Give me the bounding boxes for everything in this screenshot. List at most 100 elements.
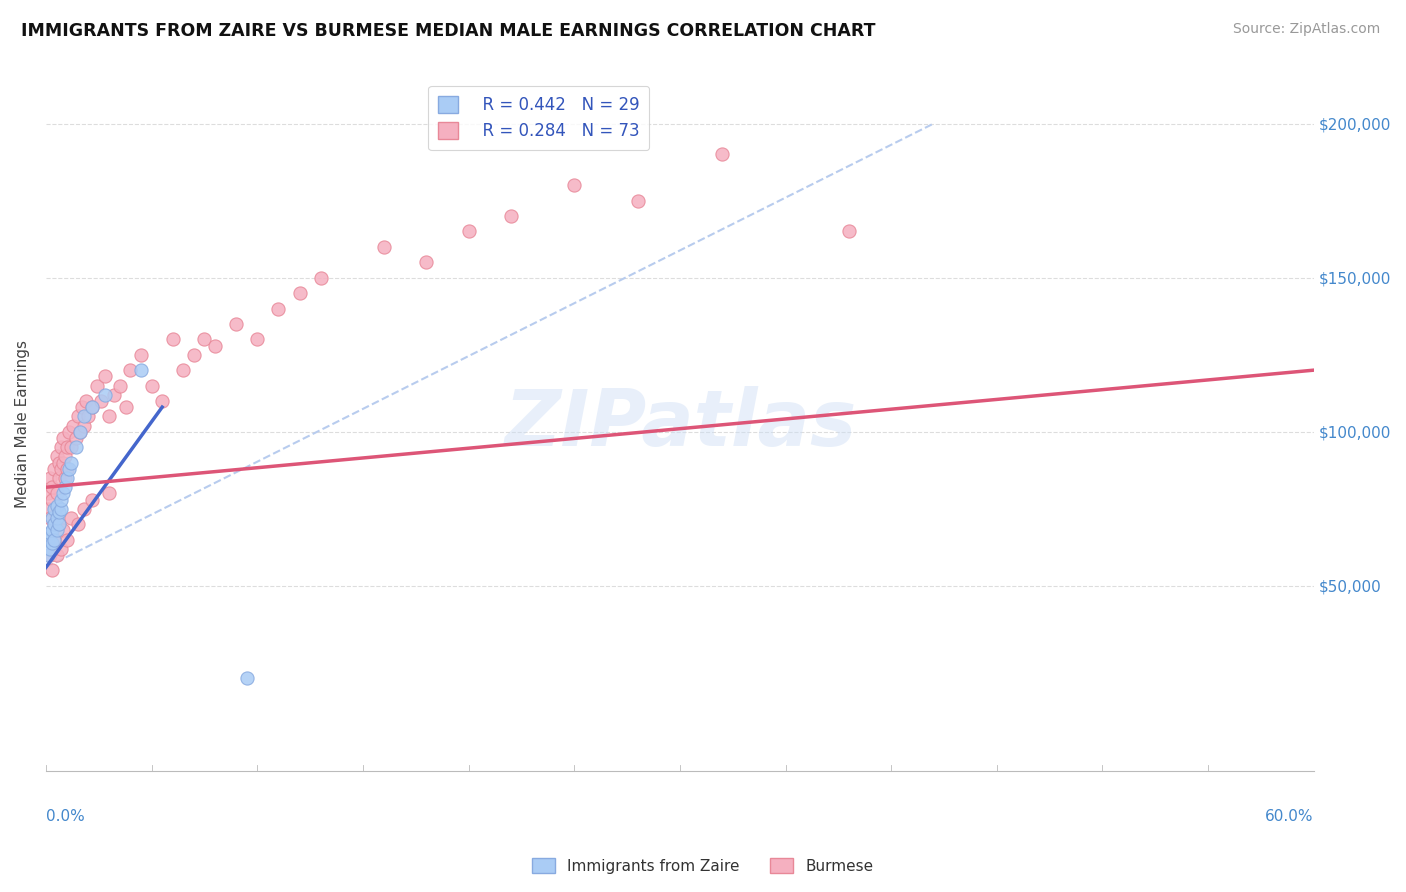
- Point: [49, 541, 72, 556]
- Point: [65, 431, 87, 445]
- Point: [225, 317, 247, 331]
- Point: [45, 450, 67, 464]
- Point: [41, 535, 63, 549]
- Point: [52, 431, 75, 445]
- Point: [98, 409, 121, 424]
- Point: [48, 517, 70, 532]
- Point: [66, 517, 89, 532]
- Point: [45, 511, 67, 525]
- Point: [49, 462, 72, 476]
- Point: [37, 533, 59, 547]
- Point: [82, 492, 104, 507]
- Point: [711, 147, 734, 161]
- Point: [129, 363, 152, 377]
- Point: [183, 348, 205, 362]
- Point: [58, 425, 80, 439]
- Point: [75, 394, 97, 409]
- Point: [60, 511, 83, 525]
- Point: [48, 517, 70, 532]
- Point: [41, 492, 63, 507]
- Point: [246, 332, 269, 346]
- Point: [58, 462, 80, 476]
- Point: [48, 456, 70, 470]
- Point: [86, 378, 108, 392]
- Point: [45, 548, 67, 562]
- Point: [66, 409, 89, 424]
- Point: [45, 499, 67, 513]
- Point: [288, 286, 311, 301]
- Y-axis label: Median Male Earnings: Median Male Earnings: [15, 340, 30, 508]
- Point: [267, 301, 290, 316]
- Point: [120, 363, 142, 377]
- Point: [44, 517, 66, 532]
- Point: [90, 394, 112, 409]
- Point: [172, 363, 194, 377]
- Point: [53, 480, 76, 494]
- Text: IMMIGRANTS FROM ZAIRE VS BURMESE MEDIAN MALE EARNINGS CORRELATION CHART: IMMIGRANTS FROM ZAIRE VS BURMESE MEDIAN …: [21, 22, 876, 40]
- Point: [499, 209, 522, 223]
- Point: [69, 425, 91, 439]
- Point: [562, 178, 585, 193]
- Point: [70, 400, 93, 414]
- Point: [49, 501, 72, 516]
- Point: [373, 240, 395, 254]
- Point: [37, 486, 59, 500]
- Point: [53, 450, 76, 464]
- Point: [415, 255, 437, 269]
- Point: [39, 541, 62, 556]
- Point: [108, 378, 131, 392]
- Point: [39, 548, 62, 562]
- Point: [52, 486, 75, 500]
- Point: [204, 338, 226, 352]
- Point: [39, 511, 62, 525]
- Point: [82, 400, 104, 414]
- Point: [626, 194, 648, 208]
- Legend:   R = 0.442   N = 29,   R = 0.284   N = 73: R = 0.442 N = 29, R = 0.284 N = 73: [429, 86, 650, 151]
- Point: [56, 533, 79, 547]
- Point: [44, 517, 66, 532]
- Point: [52, 456, 75, 470]
- Point: [65, 440, 87, 454]
- Point: [48, 471, 70, 485]
- Point: [235, 671, 257, 685]
- Point: [56, 471, 79, 485]
- Point: [94, 369, 117, 384]
- Point: [39, 526, 62, 541]
- Point: [193, 332, 215, 346]
- Point: [41, 480, 63, 494]
- Point: [115, 400, 138, 414]
- Point: [62, 418, 84, 433]
- Point: [77, 409, 100, 424]
- Point: [94, 388, 117, 402]
- Legend: Immigrants from Zaire, Burmese: Immigrants from Zaire, Burmese: [526, 852, 880, 880]
- Point: [69, 425, 91, 439]
- Point: [49, 492, 72, 507]
- Point: [45, 524, 67, 538]
- Point: [60, 456, 83, 470]
- Point: [41, 563, 63, 577]
- Point: [838, 225, 860, 239]
- Point: [56, 462, 79, 476]
- Point: [150, 394, 173, 409]
- Point: [45, 486, 67, 500]
- Point: [141, 378, 163, 392]
- Point: [56, 440, 79, 454]
- Point: [44, 462, 66, 476]
- Point: [73, 501, 96, 516]
- Point: [457, 225, 479, 239]
- Point: [98, 486, 121, 500]
- Point: [73, 409, 96, 424]
- Point: [60, 440, 83, 454]
- Point: [52, 524, 75, 538]
- Point: [129, 348, 152, 362]
- Point: [49, 440, 72, 454]
- Point: [44, 501, 66, 516]
- Point: [103, 388, 125, 402]
- Point: [53, 471, 76, 485]
- Point: [162, 332, 184, 346]
- Text: Source: ZipAtlas.com: Source: ZipAtlas.com: [1233, 22, 1381, 37]
- Point: [73, 418, 96, 433]
- Point: [41, 524, 63, 538]
- Text: 0.0%: 0.0%: [46, 809, 84, 824]
- Point: [48, 505, 70, 519]
